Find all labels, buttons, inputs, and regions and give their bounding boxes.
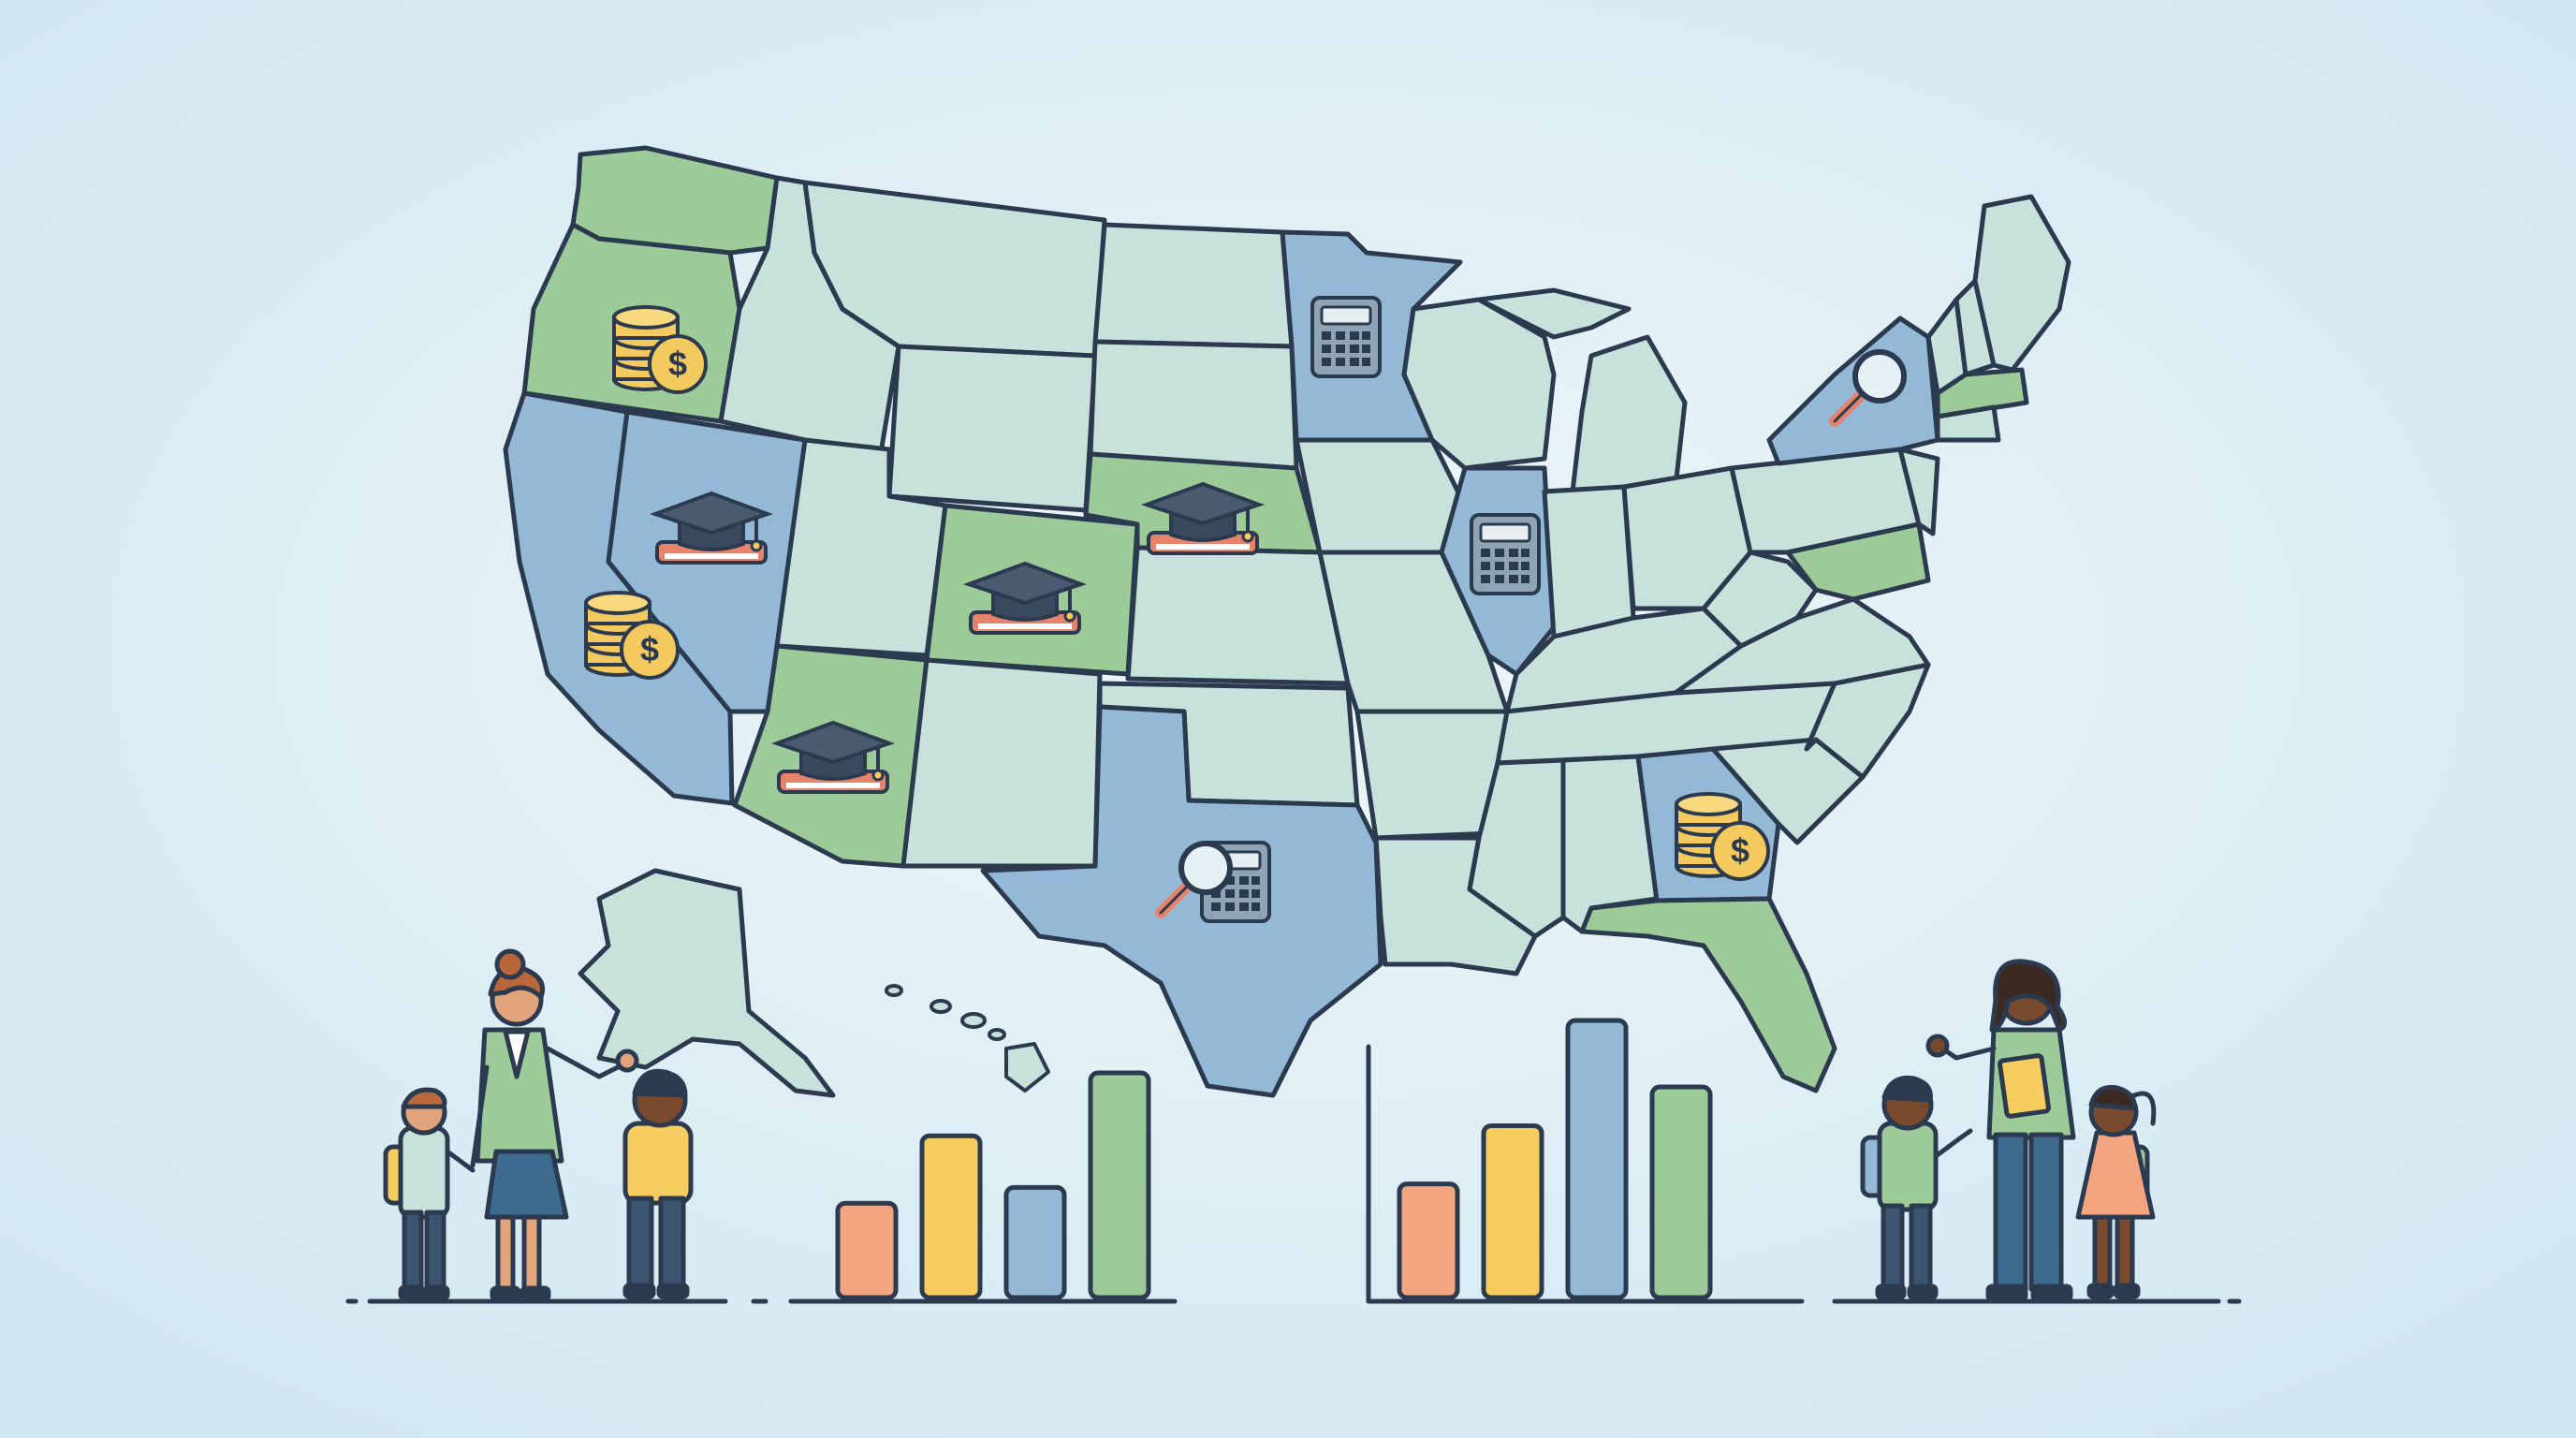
child-figure-icon xyxy=(2075,1084,2157,1299)
state-maine[interactable] xyxy=(1972,194,2071,373)
state-connecticut[interactable] xyxy=(1935,404,2001,443)
calculator-icon xyxy=(1310,296,1382,378)
left-bar-chart-bar-2 xyxy=(919,1133,983,1300)
left-bar-chart-bar-3 xyxy=(1003,1184,1067,1300)
state-north-dakota[interactable] xyxy=(1092,222,1295,349)
right-bar-chart-bar-1 xyxy=(1397,1181,1460,1300)
state-south-dakota[interactable] xyxy=(1088,339,1299,471)
child-figure-icon xyxy=(1860,1075,1973,1300)
state-massachusetts[interactable] xyxy=(1935,367,2029,419)
state-alaska[interactable] xyxy=(578,868,836,1098)
state-south-carolina[interactable] xyxy=(1710,737,1866,845)
teacher-figure-icon xyxy=(1925,959,2076,1302)
people-left xyxy=(383,948,694,1302)
right-bar-chart-bar-3 xyxy=(1565,1018,1629,1300)
state-iowa[interactable] xyxy=(1294,437,1468,555)
right-bar-chart-bar-4 xyxy=(1649,1084,1713,1300)
us-map xyxy=(503,145,2071,1098)
state-texas[interactable] xyxy=(980,704,1383,1098)
left-bar-chart-bar-1 xyxy=(835,1200,899,1300)
left-bar-chart xyxy=(835,1070,1151,1300)
ground-lines xyxy=(345,1044,2242,1304)
state-new-jersey[interactable] xyxy=(1897,447,1940,536)
left-bar-chart-bar-4 xyxy=(1088,1070,1151,1300)
state-hawaii[interactable] xyxy=(885,984,1050,1093)
right-bar-chart xyxy=(1397,1018,1713,1300)
right-bar-chart-bar-2 xyxy=(1481,1123,1544,1300)
state-new-mexico[interactable] xyxy=(900,657,1103,869)
people-right xyxy=(1860,959,2157,1302)
child-figure-icon xyxy=(383,1087,476,1301)
teacher-figure-icon xyxy=(470,948,639,1302)
child-figure-icon xyxy=(622,1068,694,1299)
state-kansas[interactable] xyxy=(1125,545,1351,686)
state-florida[interactable] xyxy=(1579,896,1837,1093)
state-indiana[interactable] xyxy=(1542,484,1636,639)
state-maryland[interactable] xyxy=(1785,521,1931,602)
calculator-icon xyxy=(1470,513,1541,595)
state-wyoming[interactable] xyxy=(886,344,1098,513)
